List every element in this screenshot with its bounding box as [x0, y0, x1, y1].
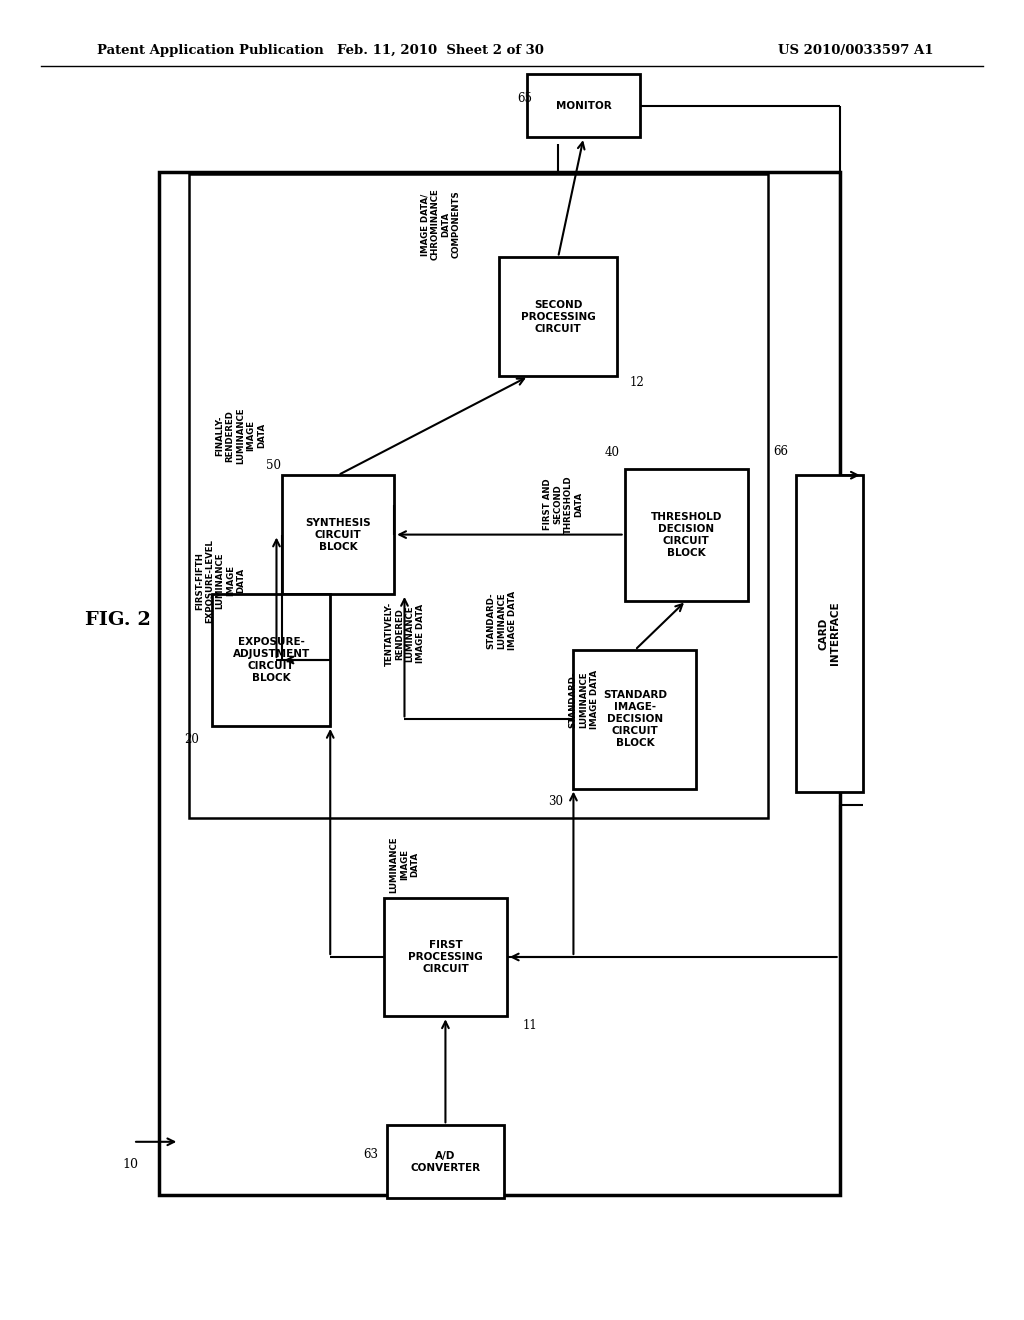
Text: 50: 50: [266, 459, 282, 473]
Text: LUMINANCE
IMAGE
DATA: LUMINANCE IMAGE DATA: [389, 837, 420, 892]
Bar: [500, 257, 616, 376]
Text: THRESHOLD
DECISION
CIRCUIT
BLOCK: THRESHOLD DECISION CIRCUIT BLOCK: [650, 512, 722, 557]
Bar: [625, 469, 748, 601]
Text: CARD
INTERFACE: CARD INTERFACE: [818, 602, 841, 665]
Text: 20: 20: [184, 733, 200, 746]
Text: Patent Application Publication: Patent Application Publication: [97, 44, 324, 57]
Text: Feb. 11, 2010  Sheet 2 of 30: Feb. 11, 2010 Sheet 2 of 30: [337, 44, 544, 57]
Bar: [282, 475, 394, 594]
Text: EXPOSURE-
ADJUSTMENT
CIRCUIT
BLOCK: EXPOSURE- ADJUSTMENT CIRCUIT BLOCK: [232, 638, 310, 682]
Text: 40: 40: [604, 446, 620, 459]
Bar: [573, 649, 696, 788]
Text: SECOND
PROCESSING
CIRCUIT: SECOND PROCESSING CIRCUIT: [521, 300, 595, 334]
Text: FIG. 2: FIG. 2: [85, 611, 151, 630]
Text: 12: 12: [630, 376, 644, 389]
Bar: [384, 898, 507, 1016]
Text: 30: 30: [548, 795, 563, 808]
Bar: [527, 74, 640, 137]
Text: MONITOR: MONITOR: [556, 100, 611, 111]
Text: FIRST-FIFTH
EXPOSURE-LEVEL
LUMINANCE
IMAGE
DATA: FIRST-FIFTH EXPOSURE-LEVEL LUMINANCE IMA…: [195, 539, 246, 623]
Bar: [159, 172, 840, 1195]
Text: FIRST
PROCESSING
CIRCUIT: FIRST PROCESSING CIRCUIT: [409, 940, 482, 974]
Bar: [387, 1125, 504, 1199]
Text: 11: 11: [522, 1019, 537, 1032]
Text: STANDARD
IMAGE-
DECISION
CIRCUIT
BLOCK: STANDARD IMAGE- DECISION CIRCUIT BLOCK: [603, 690, 667, 748]
Bar: [797, 475, 862, 792]
Text: 66: 66: [773, 445, 788, 458]
Text: STANDARD-
LUMINANCE
IMAGE DATA: STANDARD- LUMINANCE IMAGE DATA: [568, 671, 599, 729]
Text: TENTATIVELY-
RENDERED
LUMINANCE
IMAGE DATA: TENTATIVELY- RENDERED LUMINANCE IMAGE DA…: [384, 602, 425, 665]
Text: SYNTHESIS
CIRCUIT
BLOCK: SYNTHESIS CIRCUIT BLOCK: [305, 517, 371, 552]
Text: IMAGE DATA/
CHROMINANCE
DATA
COMPONENTS: IMAGE DATA/ CHROMINANCE DATA COMPONENTS: [420, 189, 461, 260]
Text: A/D
CONVERTER: A/D CONVERTER: [411, 1151, 480, 1172]
Bar: [189, 174, 768, 818]
Text: 65: 65: [517, 92, 532, 106]
Text: US 2010/0033597 A1: US 2010/0033597 A1: [778, 44, 934, 57]
Text: FIRST AND
SECOND
THRESHOLD
DATA: FIRST AND SECOND THRESHOLD DATA: [543, 475, 584, 533]
Text: FINALLY-
RENDERED
LUMINANCE
IMAGE
DATA: FINALLY- RENDERED LUMINANCE IMAGE DATA: [215, 408, 266, 463]
Text: 10: 10: [123, 1158, 139, 1171]
Text: STANDARD-
LUMINANCE
IMAGE DATA: STANDARD- LUMINANCE IMAGE DATA: [486, 591, 517, 649]
Text: 63: 63: [364, 1148, 379, 1162]
Bar: [213, 594, 330, 726]
